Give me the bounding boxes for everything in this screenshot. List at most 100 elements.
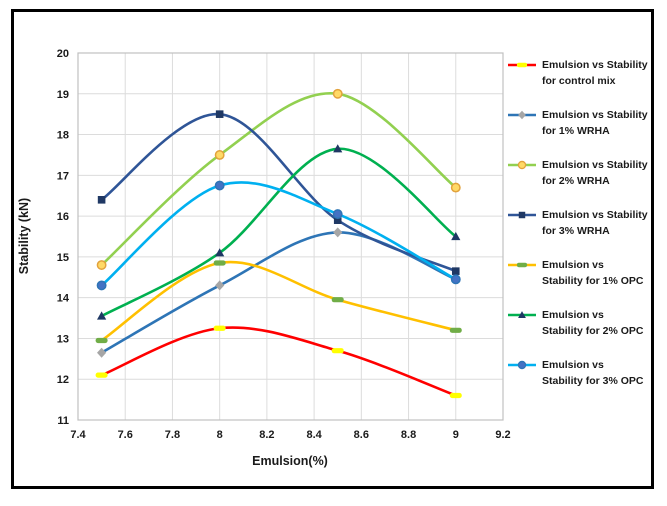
legend-label: Emulsion vs Stability for 1% OPC bbox=[542, 257, 644, 289]
dash-marker bbox=[213, 325, 226, 331]
series-line bbox=[100, 181, 458, 287]
legend-swatch bbox=[508, 160, 536, 170]
dash-marker bbox=[516, 262, 528, 268]
dash-marker bbox=[449, 392, 462, 399]
legend-label-line: Emulsion vs bbox=[542, 259, 604, 271]
legend-label-line: Emulsion vs Stability bbox=[542, 209, 648, 221]
legend-label-line: Emulsion vs Stability bbox=[542, 159, 648, 171]
triangle-marker bbox=[333, 144, 343, 153]
diamond-marker bbox=[97, 347, 107, 358]
x-axis-tick-label: 9 bbox=[453, 429, 459, 441]
dash-marker bbox=[516, 62, 528, 68]
diamond-marker bbox=[518, 110, 526, 120]
legend-swatch bbox=[508, 262, 536, 268]
legend-label: Emulsion vs Stability for 2% WRHA bbox=[542, 157, 648, 189]
legend-label-line: for 3% WRHA bbox=[542, 225, 610, 237]
series-line bbox=[100, 147, 458, 318]
legend-swatch bbox=[508, 62, 536, 68]
legend-swatch bbox=[508, 211, 536, 219]
legend-label-line: Stability for 2% OPC bbox=[542, 325, 644, 337]
legend-label: Emulsion vs Stability for 3% WRHA bbox=[542, 207, 648, 239]
square-marker bbox=[97, 196, 106, 204]
legend-label: Emulsion vs Stability for 2% OPC bbox=[542, 307, 644, 339]
legend-label: Emulsion vs Stability for 1% WRHA bbox=[542, 107, 648, 139]
dash-marker bbox=[213, 260, 226, 266]
y-axis-tick-label: 12 bbox=[57, 374, 69, 386]
diamond-marker bbox=[333, 227, 343, 238]
legend-item: Emulsion vs Stability for 2% WRHA bbox=[507, 157, 659, 189]
triangle-marker bbox=[451, 231, 461, 241]
legend-swatch bbox=[508, 311, 536, 319]
circle-marker bbox=[214, 180, 225, 191]
legend-label-line: Emulsion vs Stability bbox=[542, 109, 648, 121]
x-axis-tick-label: 8 bbox=[217, 429, 223, 441]
triangle-marker bbox=[518, 311, 526, 319]
y-axis-tick-label: 19 bbox=[57, 89, 69, 101]
dash-marker bbox=[449, 327, 462, 333]
circle-marker bbox=[450, 274, 461, 285]
legend-swatch bbox=[508, 110, 536, 120]
series-line bbox=[100, 112, 458, 273]
x-axis-tick-label: 7.6 bbox=[118, 429, 133, 441]
diamond-marker bbox=[215, 280, 225, 291]
y-axis-tick-label: 14 bbox=[57, 293, 70, 305]
circle-marker bbox=[450, 182, 461, 193]
y-axis-tick-label: 16 bbox=[57, 211, 69, 223]
legend-label-line: Emulsion vs Stability bbox=[542, 59, 648, 71]
legend-label: Emulsion vs Stability for 3% OPC bbox=[542, 357, 644, 389]
legend-label: Emulsion vs Stability for control mix bbox=[542, 57, 648, 89]
series-line bbox=[100, 91, 458, 267]
x-axis-tick-label: 8.4 bbox=[306, 429, 322, 441]
circle-marker bbox=[517, 160, 527, 170]
y-axis-tick-label: 17 bbox=[57, 170, 69, 182]
x-axis-tick-label: 8.8 bbox=[401, 429, 416, 441]
legend-label-line: for 1% WRHA bbox=[542, 125, 610, 137]
y-axis-tick-label: 11 bbox=[57, 415, 69, 427]
x-axis-tick-label: 8.6 bbox=[354, 429, 369, 441]
legend-item: Emulsion vs Stability for 3% OPC bbox=[507, 357, 659, 389]
legend-label-line: Emulsion vs bbox=[542, 359, 604, 371]
plot-area-border bbox=[77, 52, 504, 421]
dash-marker bbox=[331, 297, 344, 303]
square-marker bbox=[451, 267, 460, 275]
square-marker bbox=[518, 211, 526, 219]
dash-marker bbox=[95, 337, 108, 344]
x-axis-tick-label: 7.8 bbox=[165, 429, 180, 441]
x-axis-title: Emulsion(%) bbox=[252, 454, 328, 468]
circle-marker bbox=[96, 260, 107, 270]
dash-marker bbox=[95, 372, 108, 378]
legend-label-line: for 2% WRHA bbox=[542, 175, 610, 187]
y-axis-tick-label: 15 bbox=[57, 252, 69, 264]
legend: Emulsion vs Stability for control mix Emul… bbox=[507, 57, 659, 407]
series-line bbox=[100, 326, 458, 397]
square-marker bbox=[333, 216, 342, 224]
legend-label-line: for control mix bbox=[542, 75, 616, 87]
series-line bbox=[100, 260, 458, 342]
x-axis-tick-label: 8.2 bbox=[259, 429, 274, 441]
legend-item: Emulsion vs Stability for 3% WRHA bbox=[507, 207, 659, 239]
legend-item: Emulsion vs Stability for 1% OPC bbox=[507, 257, 659, 289]
y-axis-tick-label: 13 bbox=[57, 333, 69, 345]
legend-item: Emulsion vs Stability for 2% OPC bbox=[507, 307, 659, 339]
legend-label-line: Stability for 1% OPC bbox=[542, 275, 644, 287]
circle-marker bbox=[332, 209, 343, 220]
x-axis-tick-label: 7.4 bbox=[70, 429, 86, 441]
circle-marker bbox=[214, 149, 225, 160]
circle-marker bbox=[517, 360, 527, 370]
y-axis-tick-label: 20 bbox=[57, 48, 69, 60]
triangle-marker bbox=[215, 248, 225, 257]
legend-item: Emulsion vs Stability for control mix bbox=[507, 57, 659, 89]
square-marker bbox=[215, 110, 224, 118]
triangle-marker bbox=[97, 311, 107, 320]
y-axis-tick-label: 18 bbox=[57, 130, 69, 142]
y-axis-title: Stability (kN) bbox=[17, 197, 31, 275]
dash-marker bbox=[331, 348, 344, 354]
legend-item: Emulsion vs Stability for 1% WRHA bbox=[507, 107, 659, 139]
circle-marker bbox=[332, 88, 343, 99]
x-axis-tick-label: 9.2 bbox=[495, 429, 510, 441]
legend-swatch bbox=[508, 360, 536, 370]
legend-label-line: Emulsion vs bbox=[542, 309, 604, 321]
legend-label-line: Stability for 3% OPC bbox=[542, 375, 644, 387]
